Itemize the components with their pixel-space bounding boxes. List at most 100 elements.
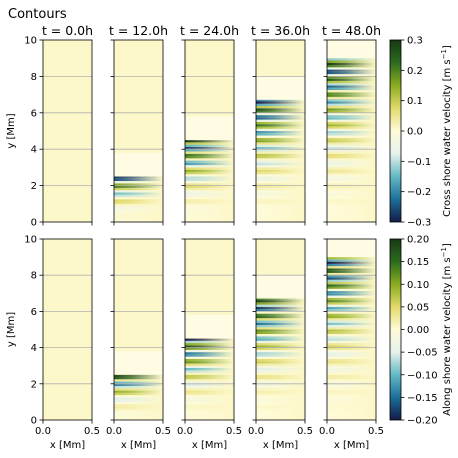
contour-band [185, 347, 234, 350]
contour-band [256, 363, 305, 366]
colorbar-along_shore: −0.20 −0.15 −0.10 −0.05 0.00 0.05 0.10 0.15 0.20… [389, 235, 453, 427]
contour-band [185, 343, 234, 346]
contour-band [256, 388, 305, 391]
contour-band [114, 185, 163, 188]
contour-band [185, 206, 234, 209]
contour-band [256, 383, 305, 387]
contour-band [327, 103, 376, 106]
contour-band [256, 199, 305, 202]
contour-band [185, 212, 234, 216]
contour-band [327, 395, 376, 398]
contour-band [327, 76, 376, 79]
contour-band [256, 354, 305, 357]
contour-band [185, 401, 234, 405]
contour-band [256, 352, 305, 355]
contour-band [185, 365, 234, 368]
panel-r0-p3: t = 36.0h [251, 23, 310, 226]
panel-frame [326, 39, 377, 223]
contour-band [256, 124, 305, 127]
contour-band [185, 192, 234, 195]
contour-band [185, 404, 234, 407]
contour-band [185, 381, 234, 384]
contour-band [256, 309, 305, 312]
contour-band [185, 390, 234, 393]
contour-band [327, 311, 376, 314]
colorbar-tick-label: 0.15 [407, 257, 429, 268]
contour-band [185, 415, 234, 418]
contour-band [114, 212, 163, 216]
contour-band [185, 140, 234, 143]
contour-band [185, 199, 234, 202]
contour-band [256, 318, 305, 321]
quiet-zone [327, 40, 376, 59]
contour-band [327, 65, 376, 68]
x-tick-label: 0.5 [84, 426, 100, 437]
colorbar-tick-label: −0.2 [407, 187, 431, 198]
panel-frame [184, 238, 235, 421]
contour-band [256, 324, 305, 328]
contour-band [185, 210, 234, 213]
contour-band [256, 135, 305, 138]
contour-band [114, 206, 163, 209]
contour-band [327, 406, 376, 409]
contour-band [114, 388, 163, 391]
contour-band [114, 395, 163, 398]
contour-band [114, 194, 163, 197]
quiet-zone [256, 275, 305, 299]
panel-frame [42, 238, 93, 421]
contour-band [327, 60, 376, 63]
contour-band [327, 306, 376, 310]
contour-band [256, 343, 305, 346]
contour-band [327, 374, 376, 378]
contour-band [185, 160, 234, 163]
contour-band [327, 110, 376, 113]
y-tick-label: 0 [31, 416, 37, 427]
panel-background [43, 239, 92, 420]
contour-band [256, 183, 305, 186]
contour-band [185, 397, 234, 400]
contour-band [327, 178, 376, 182]
contour-band [327, 270, 376, 273]
contour-band [256, 160, 305, 163]
contour-band [185, 203, 234, 207]
colorbar-tick-label: 0.0 [407, 127, 423, 138]
contour-band [256, 156, 305, 159]
contour-band [185, 338, 234, 341]
contour-band [114, 217, 163, 220]
contour-band [114, 176, 163, 179]
contour-band [256, 146, 305, 150]
contour-band [327, 121, 376, 125]
contour-band [327, 174, 376, 177]
panel-r1-p0: 0 2 4 6 8 10 y [Mm] 0.0 0.5 x [Mm] [6, 235, 100, 452]
quiet-zone [114, 351, 163, 375]
contour-band [256, 153, 305, 157]
panel-frame [255, 238, 306, 421]
contour-band [327, 156, 376, 159]
contour-band [327, 383, 376, 387]
contour-band [256, 397, 305, 400]
colorbar-label: Cross shore water velocity [m s−1] [440, 45, 453, 217]
contour-band [327, 90, 376, 93]
contour-band [256, 110, 305, 113]
panel-r0-p4: t = 48.0h [322, 23, 381, 226]
contour-band [327, 140, 376, 143]
contour-band [256, 133, 305, 136]
contour-band [256, 217, 305, 220]
panel-r1-p4: 0.0 0.5 x [Mm] [319, 238, 384, 451]
contour-band [327, 349, 376, 353]
contour-band [256, 372, 305, 375]
contour-band [114, 379, 163, 382]
contour-band [185, 194, 234, 197]
contour-band [327, 388, 376, 391]
contour-band [327, 367, 376, 371]
contour-band [256, 302, 305, 305]
contour-band [256, 149, 305, 152]
contour-band [256, 151, 305, 154]
contour-band [327, 279, 376, 282]
contour-band [256, 367, 305, 371]
contour-band [327, 135, 376, 138]
contour-band [256, 329, 305, 332]
quiet-zone [327, 239, 376, 258]
contour-band [256, 99, 305, 102]
x-axis-label: x [Mm] [192, 440, 227, 451]
